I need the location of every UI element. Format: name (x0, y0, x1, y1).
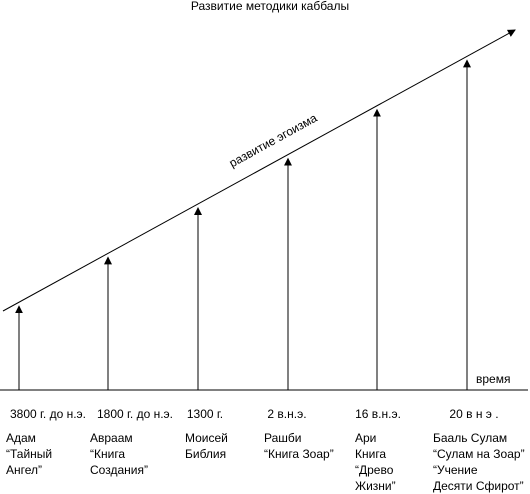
milestone-text-line: Библия (185, 447, 226, 461)
milestone-text-line: Моисей (185, 431, 228, 445)
milestone-text-line: Жизни” (355, 479, 396, 493)
milestone-text-line: Рашби (264, 431, 301, 445)
milestone-text-line: Книга (355, 447, 386, 461)
milestone-text-line: “Книга Зоар” (264, 447, 334, 461)
milestone-text-line: “Древо (355, 463, 394, 477)
milestone-text-line: “Тайный (6, 447, 52, 461)
milestone-date: 1800 г. до н.э. (97, 407, 173, 421)
milestone-text-line: Адам (6, 431, 36, 445)
time-axis-label: время (476, 372, 510, 386)
milestone-text-line: “Учение (433, 463, 478, 477)
milestone-text-line: Создания” (90, 463, 148, 477)
milestone-date: 3800 г. до н.э. (10, 407, 86, 421)
egoism-trend-label: развитие эгоизма (227, 111, 320, 171)
milestones-layer: 3800 г. до н.э. Адам “Тайный Ангел” 1800 г. … (6, 59, 525, 493)
egoism-trend-arrow (2, 29, 516, 312)
milestone-date: 2 в.н.э. (267, 407, 306, 421)
milestone-date: 1300 г. (187, 407, 223, 421)
milestone-text-line: Ари (355, 431, 376, 445)
milestone-text-line: “Сулам на Зоар” (433, 447, 525, 461)
milestone-text-line: Бааль Сулам (433, 431, 507, 445)
milestone-text-line: Десяти Сфирот” (433, 479, 524, 493)
milestone-text-line: “Книга (90, 447, 125, 461)
diagram-title: Развитие методики каббалы (191, 0, 349, 13)
milestone-date: 16 в.н.э. (355, 407, 401, 421)
milestone-text-line: Ангел” (6, 463, 42, 477)
milestone-date: 20 в н э . (449, 407, 498, 421)
milestone-text-line: Авраам (90, 431, 133, 445)
